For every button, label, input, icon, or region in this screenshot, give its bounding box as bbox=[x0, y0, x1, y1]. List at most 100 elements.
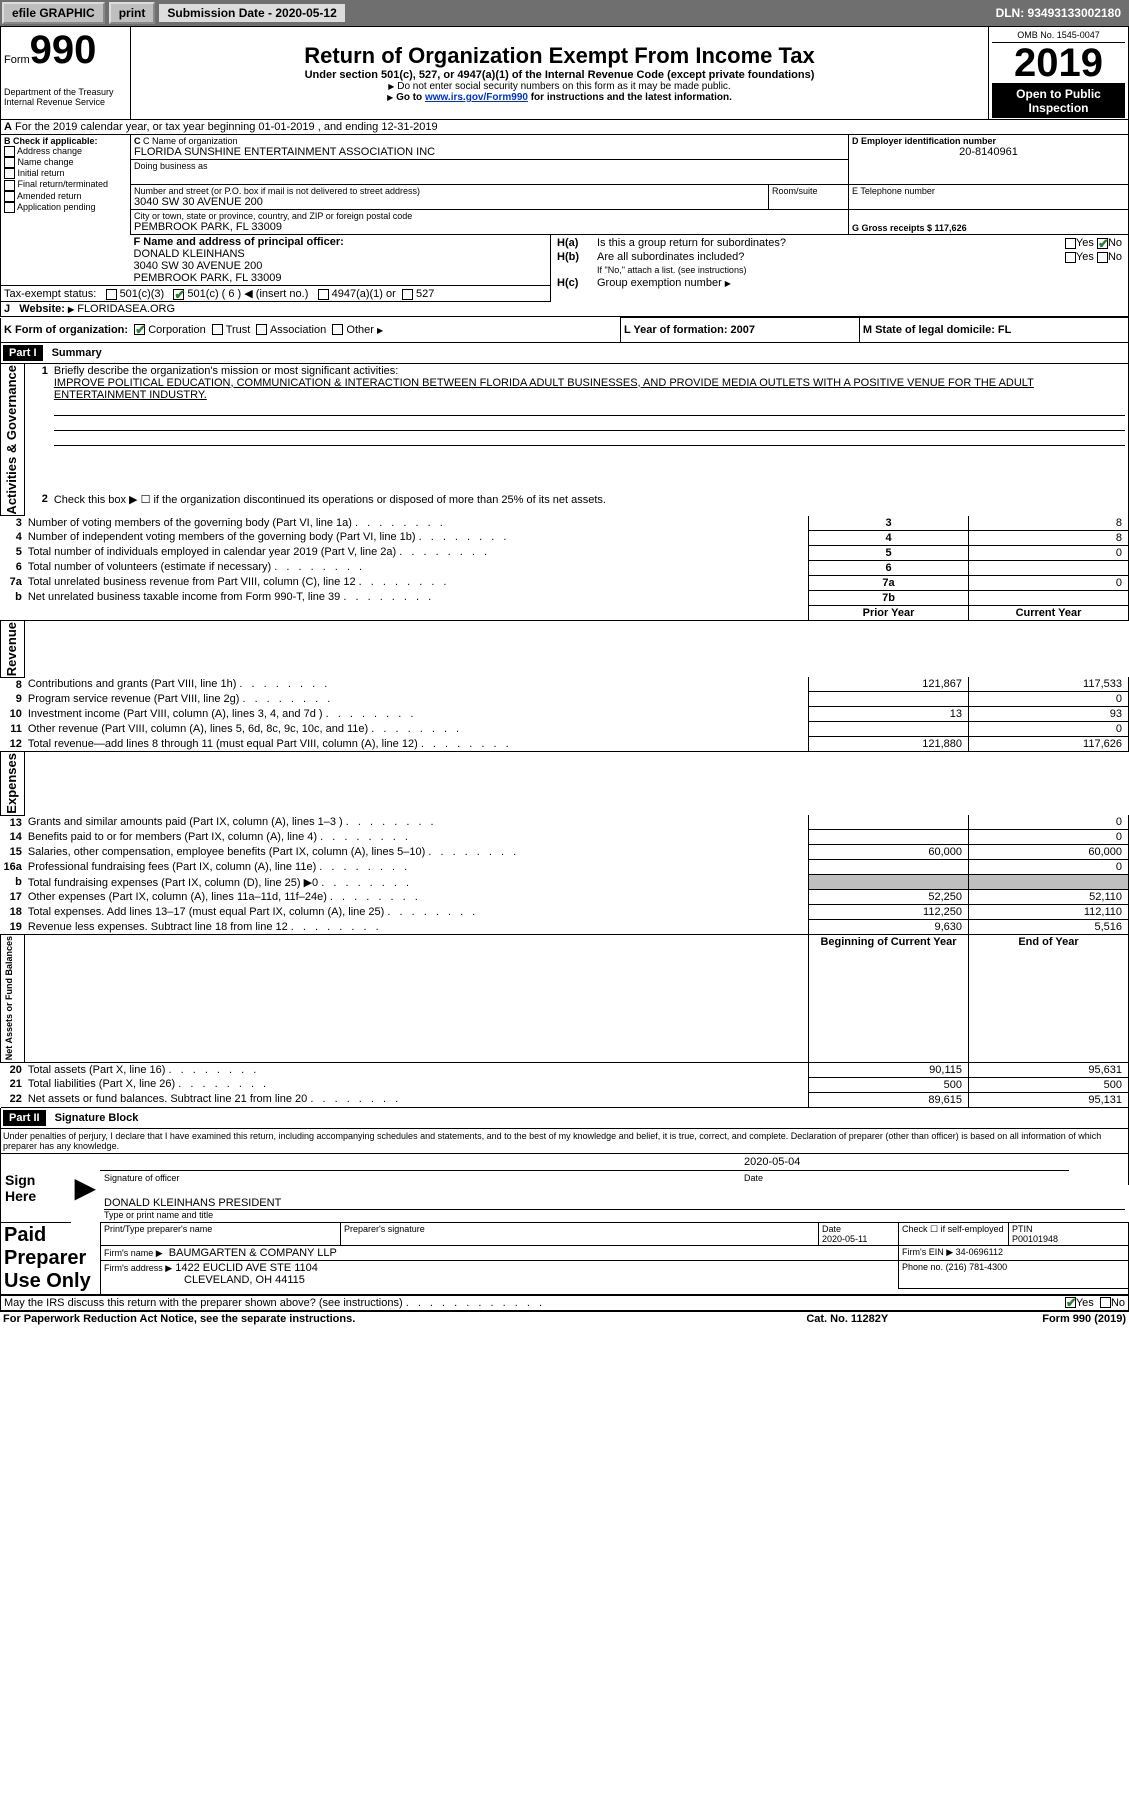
checkbox-item[interactable]: Amended return bbox=[4, 191, 127, 202]
summary-row: 20 Total assets (Part X, line 16) . . . … bbox=[1, 1062, 1129, 1077]
checkbox-item[interactable]: Initial return bbox=[4, 168, 127, 179]
summary-row: 17 Other expenses (Part IX, column (A), … bbox=[1, 890, 1129, 905]
begin-year-header: Beginning of Current Year bbox=[809, 935, 969, 1062]
form-label: Form bbox=[4, 54, 30, 66]
goto-b: for instructions and the latest informat… bbox=[528, 92, 732, 103]
summary-row: 4 Number of independent voting members o… bbox=[1, 530, 1129, 545]
form-number: 990 bbox=[30, 28, 97, 72]
ein-value: 20-8140961 bbox=[852, 146, 1125, 158]
ptin-value: P00101948 bbox=[1012, 1234, 1058, 1244]
hc-prefix: H(c) bbox=[557, 277, 578, 289]
box-d-label: D Employer identification number bbox=[852, 136, 996, 146]
summary-row: 12 Total revenue—add lines 8 through 11 … bbox=[1, 737, 1129, 752]
city-label: City or town, state or province, country… bbox=[134, 211, 845, 221]
officer-name: DONALD KLEINHANS bbox=[134, 248, 548, 260]
checkbox-item[interactable]: Application pending bbox=[4, 202, 127, 213]
summary-row: 18 Total expenses. Add lines 13–17 (must… bbox=[1, 905, 1129, 920]
dept-irs: Internal Revenue Service bbox=[4, 97, 127, 107]
k-corp: Corporation bbox=[148, 324, 205, 336]
website-label: Website: bbox=[19, 303, 65, 315]
sign-here-block: Sign Here ▶ 2020-05-04 Signature of offi… bbox=[0, 1154, 1129, 1223]
summary-row: 16a Professional fundraising fees (Part … bbox=[1, 860, 1129, 875]
sign-here-label: Sign Here bbox=[5, 1172, 36, 1204]
part1-header: Part I bbox=[3, 345, 43, 361]
date-label: Date bbox=[740, 1170, 1069, 1185]
summary-row: 6 Total number of volunteers (estimate i… bbox=[1, 560, 1129, 575]
section-activities: Activities & Governance bbox=[4, 365, 19, 515]
officer-block: F Name and address of principal officer:… bbox=[0, 235, 1129, 317]
paid-preparer-label: Paid Preparer Use Only bbox=[4, 1224, 97, 1293]
room-label: Room/suite bbox=[772, 186, 845, 196]
website-value: FLORIDASEA.ORG bbox=[77, 303, 175, 315]
prep-date: 2020-05-11 bbox=[822, 1234, 867, 1244]
addr-label: Number and street (or P.O. box if mail i… bbox=[134, 186, 765, 196]
c-name-label: C Name of organization bbox=[143, 136, 238, 146]
return-subtitle: Under section 501(c), 527, or 4947(a)(1)… bbox=[134, 69, 985, 81]
firm-name: BAUMGARTEN & COMPANY LLP bbox=[169, 1247, 337, 1259]
summary-table: Activities & Governance 1 Briefly descri… bbox=[0, 364, 1129, 1108]
hc-label: Group exemption number bbox=[597, 277, 722, 289]
current-year-header: Current Year bbox=[969, 605, 1129, 620]
phone-label: Phone no. bbox=[902, 1262, 943, 1272]
checkbox-item[interactable]: Final return/terminated bbox=[4, 179, 127, 190]
box-e-label: E Telephone number bbox=[852, 186, 1125, 196]
firm-addr-label: Firm's address ▶ bbox=[104, 1263, 172, 1273]
print-button[interactable]: print bbox=[109, 2, 156, 24]
yes-label: Yes bbox=[1076, 237, 1094, 249]
self-employed: Check ☐ if self-employed bbox=[899, 1223, 1009, 1246]
box-b-label: B Check if applicable: bbox=[4, 136, 98, 146]
prep-name-label: Print/Type preparer's name bbox=[101, 1223, 341, 1246]
firm-addr1: 1422 EUCLID AVE STE 1104 bbox=[175, 1262, 318, 1274]
k-trust: Trust bbox=[226, 324, 251, 336]
section-net: Net Assets or Fund Balances bbox=[4, 936, 14, 1060]
tax-year: 2019 bbox=[992, 43, 1125, 84]
box-g: G Gross receipts $ 117,626 bbox=[852, 223, 967, 233]
summary-row: 9 Program service revenue (Part VIII, li… bbox=[1, 692, 1129, 707]
goto-a: Go to bbox=[396, 92, 425, 103]
org-name: FLORIDA SUNSHINE ENTERTAINMENT ASSOCIATI… bbox=[134, 146, 845, 158]
k-other: Other bbox=[346, 324, 374, 336]
box-k-label: K Form of organization: bbox=[4, 324, 128, 336]
summary-row: 15 Salaries, other compensation, employe… bbox=[1, 845, 1129, 860]
ha-prefix: H(a) bbox=[557, 237, 578, 249]
te-501c3: 501(c)(3) bbox=[120, 288, 165, 300]
te-4947: 4947(a)(1) or bbox=[332, 288, 396, 300]
summary-row: 14 Benefits paid to or for members (Part… bbox=[1, 830, 1129, 845]
firm-ein-label: Firm's EIN ▶ bbox=[902, 1247, 953, 1257]
summary-row: b Total fundraising expenses (Part IX, c… bbox=[1, 875, 1129, 890]
irs-link[interactable]: www.irs.gov/Form990 bbox=[425, 92, 528, 103]
submission-date: Submission Date - 2020-05-12 bbox=[159, 4, 344, 22]
footer-row: For Paperwork Reduction Act Notice, see … bbox=[0, 1312, 1129, 1326]
dln-label: DLN: 93493133002180 bbox=[990, 6, 1127, 20]
mission-text: IMPROVE POLITICAL EDUCATION, COMMUNICATI… bbox=[54, 377, 1034, 401]
checkbox-item[interactable]: Name change bbox=[4, 157, 127, 168]
part2-title: Signature Block bbox=[49, 1112, 139, 1124]
form-footer: Form 990 (2019) bbox=[1042, 1313, 1126, 1325]
end-year-header: End of Year bbox=[969, 935, 1129, 1062]
line1-label: Briefly describe the organization's miss… bbox=[54, 365, 398, 377]
part1-title: Summary bbox=[46, 347, 102, 359]
open-public: Open to Public Inspection bbox=[992, 84, 1125, 118]
efile-button[interactable]: efile GRAPHIC bbox=[2, 2, 105, 24]
paperwork-notice: For Paperwork Reduction Act Notice, see … bbox=[0, 1312, 755, 1326]
ha-label: Is this a group return for subordinates? bbox=[594, 236, 1015, 250]
dba-label: Doing business as bbox=[134, 161, 845, 171]
checkbox-item[interactable]: Address change bbox=[4, 146, 127, 157]
hb-label: Are all subordinates included? bbox=[594, 250, 1015, 264]
prior-year-header: Prior Year bbox=[809, 605, 969, 620]
summary-row: 22 Net assets or fund balances. Subtract… bbox=[1, 1092, 1129, 1107]
k-assoc: Association bbox=[270, 324, 326, 336]
sig-officer-label: Signature of officer bbox=[100, 1170, 740, 1185]
summary-row: 13 Grants and similar amounts paid (Part… bbox=[1, 815, 1129, 830]
ssn-note: Do not enter social security numbers on … bbox=[397, 81, 730, 92]
part2-header: Part II bbox=[3, 1110, 46, 1126]
city-value: PEMBROOK PARK, FL 33009 bbox=[134, 221, 845, 233]
return-title: Return of Organization Exempt From Incom… bbox=[134, 43, 985, 69]
summary-row: b Net unrelated business taxable income … bbox=[1, 590, 1129, 605]
summary-row: 21 Total liabilities (Part X, line 26) .… bbox=[1, 1077, 1129, 1092]
firm-ein: 34-0696112 bbox=[956, 1247, 1003, 1257]
declaration: Under penalties of perjury, I declare th… bbox=[0, 1129, 1129, 1154]
box-l: L Year of formation: 2007 bbox=[624, 324, 755, 336]
box-m: M State of legal domicile: FL bbox=[863, 324, 1012, 336]
no-label: No bbox=[1108, 237, 1122, 249]
